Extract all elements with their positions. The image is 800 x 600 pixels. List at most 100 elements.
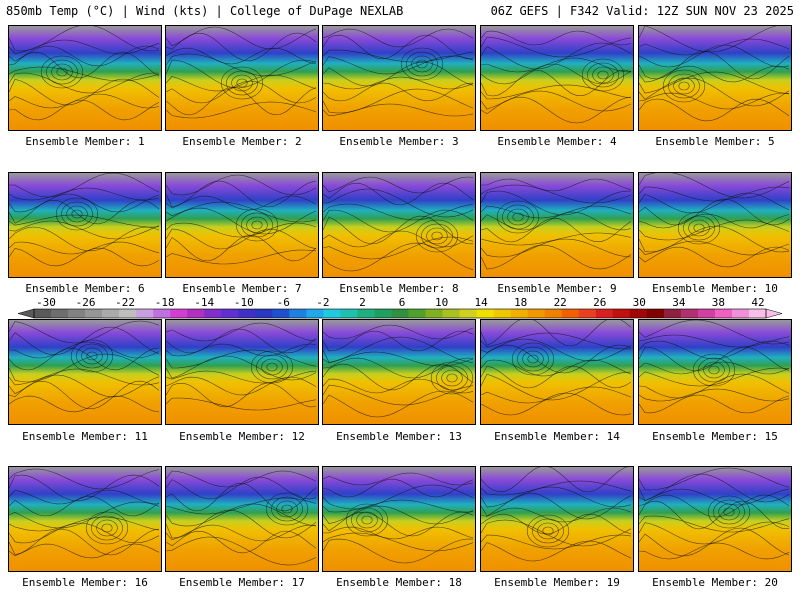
ensemble-member-label: Ensemble Member: 14	[494, 430, 620, 443]
colorbar-swatch	[289, 309, 307, 318]
colorbar-swatch	[391, 309, 409, 318]
ensemble-member-map	[322, 319, 476, 425]
ensemble-member-map	[165, 172, 319, 278]
colorbar-tick-label: -22	[115, 297, 135, 309]
colorbar-swatch	[374, 309, 392, 318]
colorbar-swatch	[170, 309, 188, 318]
map-contours	[323, 324, 474, 418]
colorbar-swatch	[357, 309, 375, 318]
ensemble-member-map	[480, 172, 634, 278]
ensemble-member-map	[638, 25, 792, 131]
colorbar-border	[33, 308, 767, 319]
colorbar-swatch	[204, 309, 222, 318]
colorbar-right-arrow	[765, 308, 783, 319]
map-title: 850mb Temp (°C) | Wind (kts) | College o…	[6, 4, 404, 18]
map-contours	[481, 320, 632, 416]
colorbar-tick-label: -2	[316, 297, 329, 309]
ensemble-member-label: Ensemble Member: 13	[336, 430, 462, 443]
colorbar-tick-label: -10	[234, 297, 254, 309]
colorbar-tick-label: 38	[712, 297, 725, 309]
map-contours	[639, 173, 790, 268]
colorbar-tick-label: -30	[36, 297, 56, 309]
map-contours	[166, 322, 317, 411]
ensemble-member-map	[638, 319, 792, 425]
ensemble-member-label: Ensemble Member: 4	[497, 135, 617, 148]
map-contours	[9, 173, 160, 267]
colorbar-swatch	[238, 309, 256, 318]
colorbar-left-arrow	[17, 308, 35, 319]
ensemble-member-label: Ensemble Member: 10	[652, 282, 778, 295]
colorbar-swatch	[544, 309, 563, 318]
colorbar-swatch	[714, 309, 733, 318]
map-contours	[323, 472, 474, 564]
map-contours	[9, 26, 160, 121]
colorbar-tick-label: 6	[399, 297, 406, 309]
colorbar-swatch	[697, 309, 716, 318]
map-contours	[481, 30, 632, 124]
colorbar-swatch	[510, 309, 528, 318]
colorbar-swatch	[323, 309, 341, 318]
colorbar-tick-label: 2	[359, 297, 366, 309]
colorbar-swatch	[442, 309, 460, 318]
colorbar-swatch	[221, 309, 239, 318]
colorbar-swatch	[629, 309, 648, 318]
ensemble-member-map	[8, 319, 162, 425]
colorbar-swatch	[102, 309, 120, 318]
ensemble-member-label: Ensemble Member: 17	[179, 576, 305, 589]
valid-time-label: 06Z GEFS | F342 Valid: 12Z SUN NOV 23 20…	[490, 4, 794, 18]
colorbar-swatch	[561, 309, 580, 318]
ensemble-member-label: Ensemble Member: 19	[494, 576, 620, 589]
ensemble-member-map	[8, 25, 162, 131]
ensemble-member-map	[322, 172, 476, 278]
colorbar-swatch	[595, 309, 614, 318]
colorbar-tick-label: 10	[435, 297, 448, 309]
colorbar-swatch	[748, 309, 767, 318]
map-contours	[9, 468, 160, 559]
ensemble-member-label: Ensemble Member: 18	[336, 576, 462, 589]
temperature-colorbar: -30 -26 -22 -18 -14 -10 -6 -2 2 6 10 14 18 22 26 30 34 38…	[16, 297, 784, 319]
ensemble-member-label: Ensemble Member: 9	[497, 282, 617, 295]
ensemble-member-label: Ensemble Member: 12	[179, 430, 305, 443]
ensemble-member-map	[8, 466, 162, 572]
colorbar-swatch	[680, 309, 699, 318]
colorbar-swatch	[612, 309, 631, 318]
colorbar-swatch	[187, 309, 205, 318]
map-contours	[639, 26, 790, 122]
colorbar-tick-label: -6	[277, 297, 290, 309]
map-contours	[639, 467, 790, 560]
ensemble-member-label: Ensemble Member: 20	[652, 576, 778, 589]
ensemble-member-label: Ensemble Member: 8	[339, 282, 459, 295]
colorbar-swatch	[663, 309, 682, 318]
colorbar-swatch	[731, 309, 750, 318]
map-contours	[481, 178, 632, 270]
colorbar-swatch	[425, 309, 443, 318]
ensemble-member-map	[165, 25, 319, 131]
colorbar-swatch	[255, 309, 273, 318]
map-contours	[639, 320, 790, 414]
colorbar-swatch	[272, 309, 290, 318]
map-contours	[166, 26, 317, 119]
map-contours	[9, 320, 160, 413]
colorbar-swatch	[153, 309, 171, 318]
ensemble-member-label: Ensemble Member: 11	[22, 430, 148, 443]
ensemble-member-label: Ensemble Member: 2	[182, 135, 302, 148]
colorbar-swatch	[119, 309, 137, 318]
colorbar-swatch	[527, 309, 545, 318]
colorbar-swatch	[476, 309, 494, 318]
ensemble-member-map	[322, 466, 476, 572]
ensemble-member-map	[165, 466, 319, 572]
ensemble-member-map	[8, 172, 162, 278]
ensemble-member-map	[638, 172, 792, 278]
colorbar-tick-label: 30	[633, 297, 646, 309]
ensemble-member-map	[638, 466, 792, 572]
ensemble-member-label: Ensemble Member: 7	[182, 282, 302, 295]
colorbar-swatch	[340, 309, 358, 318]
colorbar-swatch	[136, 309, 154, 318]
colorbar-swatch	[578, 309, 597, 318]
colorbar-tick-label: -18	[155, 297, 175, 309]
colorbar-swatch	[646, 309, 665, 318]
colorbar-tick-label: -26	[76, 297, 96, 309]
ensemble-member-map	[480, 466, 634, 572]
colorbar-tick-label: -14	[194, 297, 214, 309]
map-contours	[166, 174, 317, 265]
